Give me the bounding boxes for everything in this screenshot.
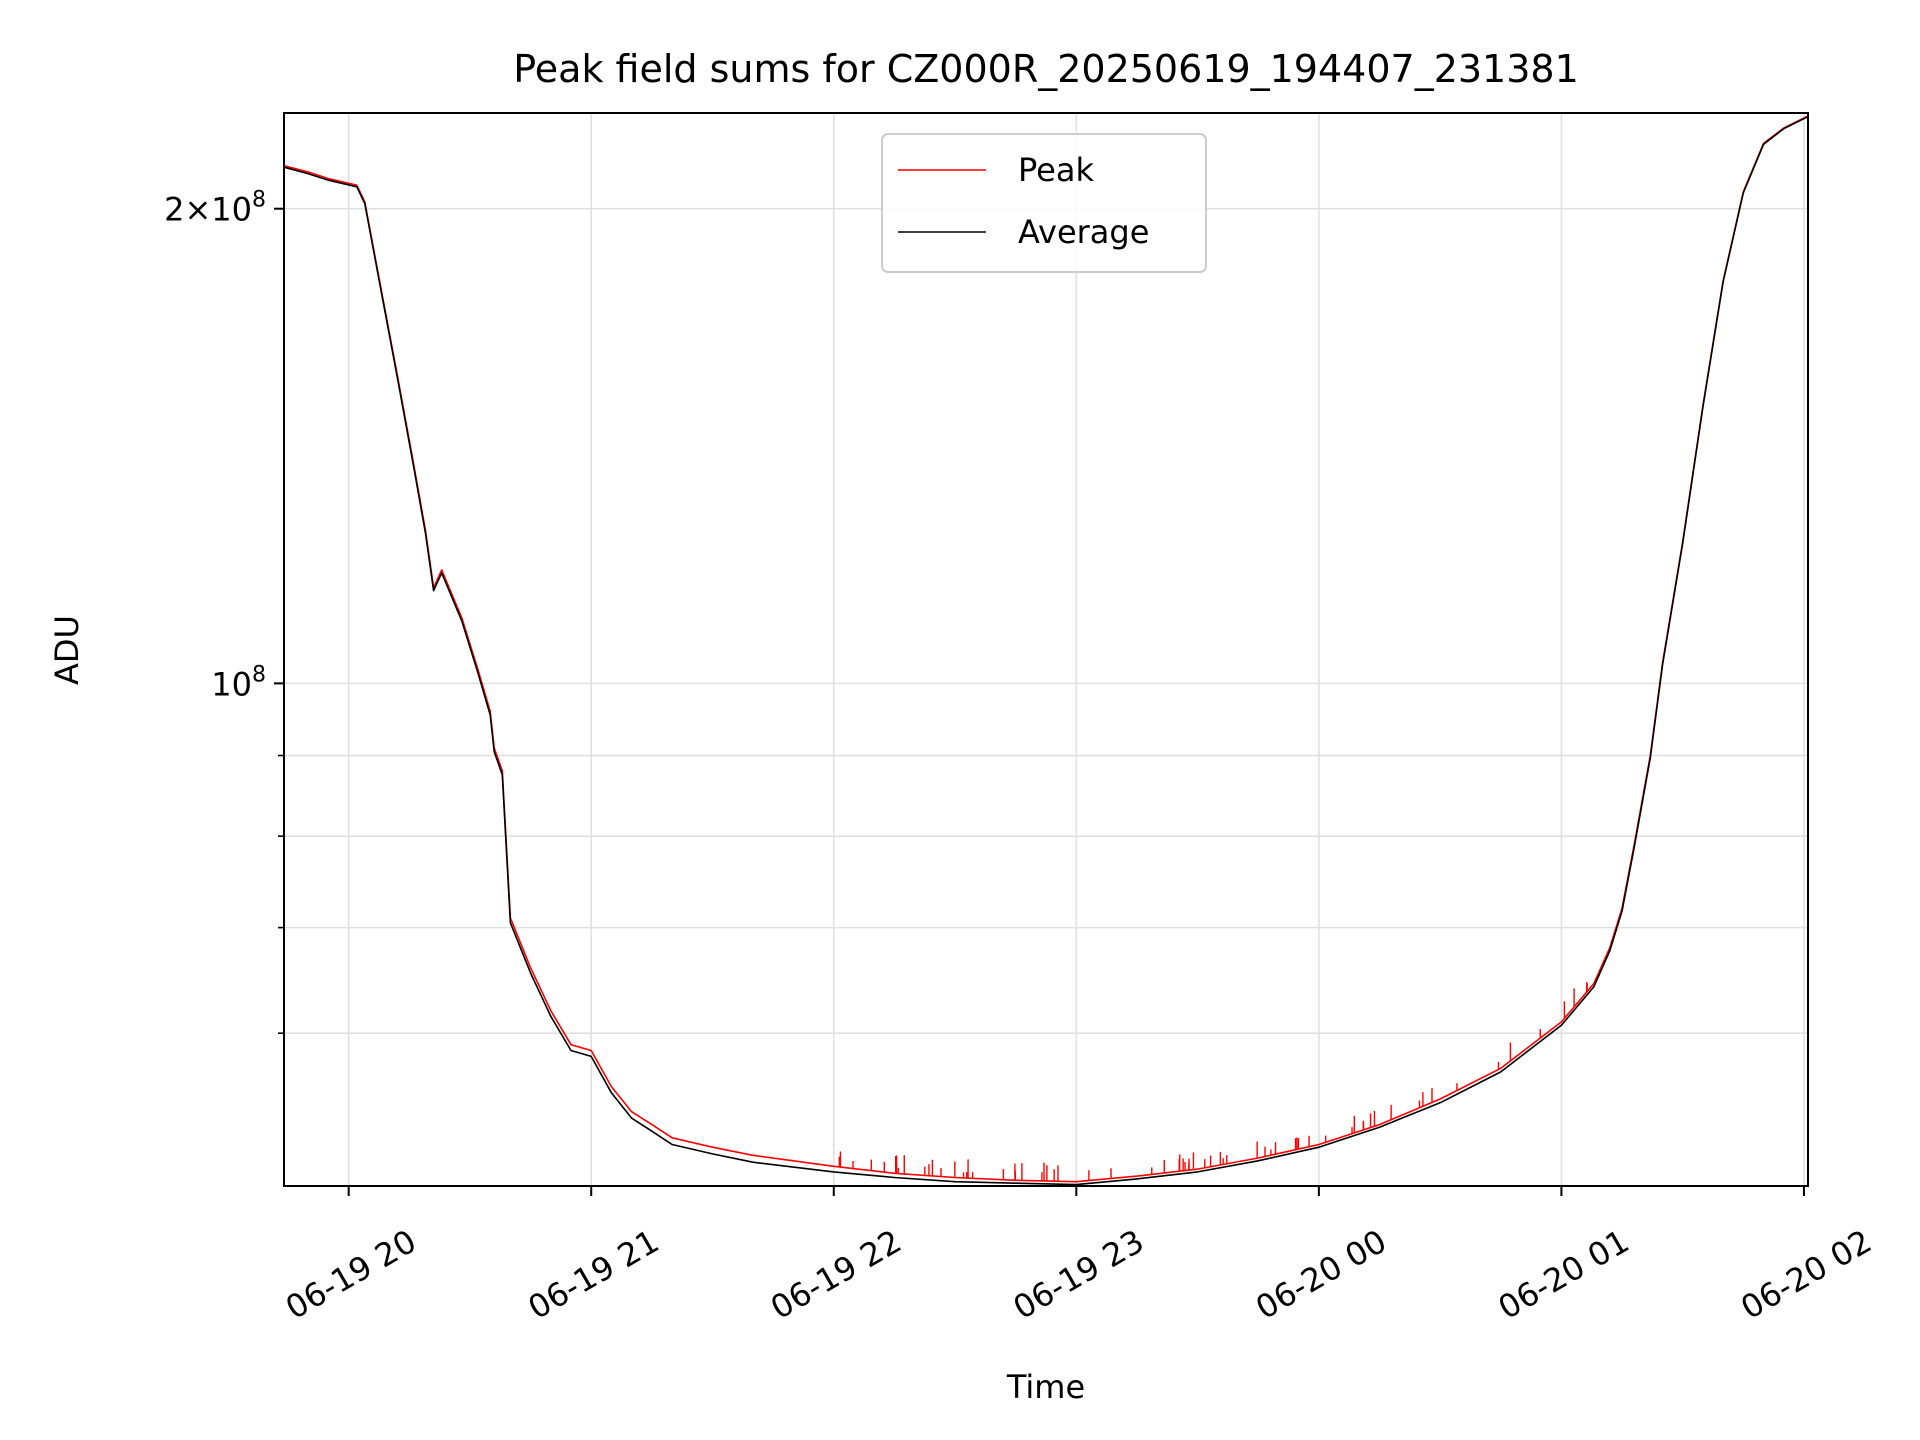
y-axis: 108 2×108 xyxy=(164,188,284,1034)
y-tick-label: 108 xyxy=(211,662,266,703)
y-tick-label: 2×108 xyxy=(164,188,266,229)
legend-peak-label: Peak xyxy=(1018,151,1094,189)
plot-frame xyxy=(283,112,1809,1187)
chart-title: Peak field sums for CZ000R_20250619_1944… xyxy=(513,47,1579,91)
series-line-average xyxy=(283,115,1809,1186)
legend: Peak Average xyxy=(881,133,1207,273)
x-axis-label: Time xyxy=(1006,1368,1085,1406)
plot-series xyxy=(283,115,1809,1186)
legend-average-label: Average xyxy=(1018,213,1149,251)
y-axis-label: ADU xyxy=(48,615,86,685)
grid xyxy=(284,113,1808,1186)
legend-box xyxy=(881,133,1207,273)
